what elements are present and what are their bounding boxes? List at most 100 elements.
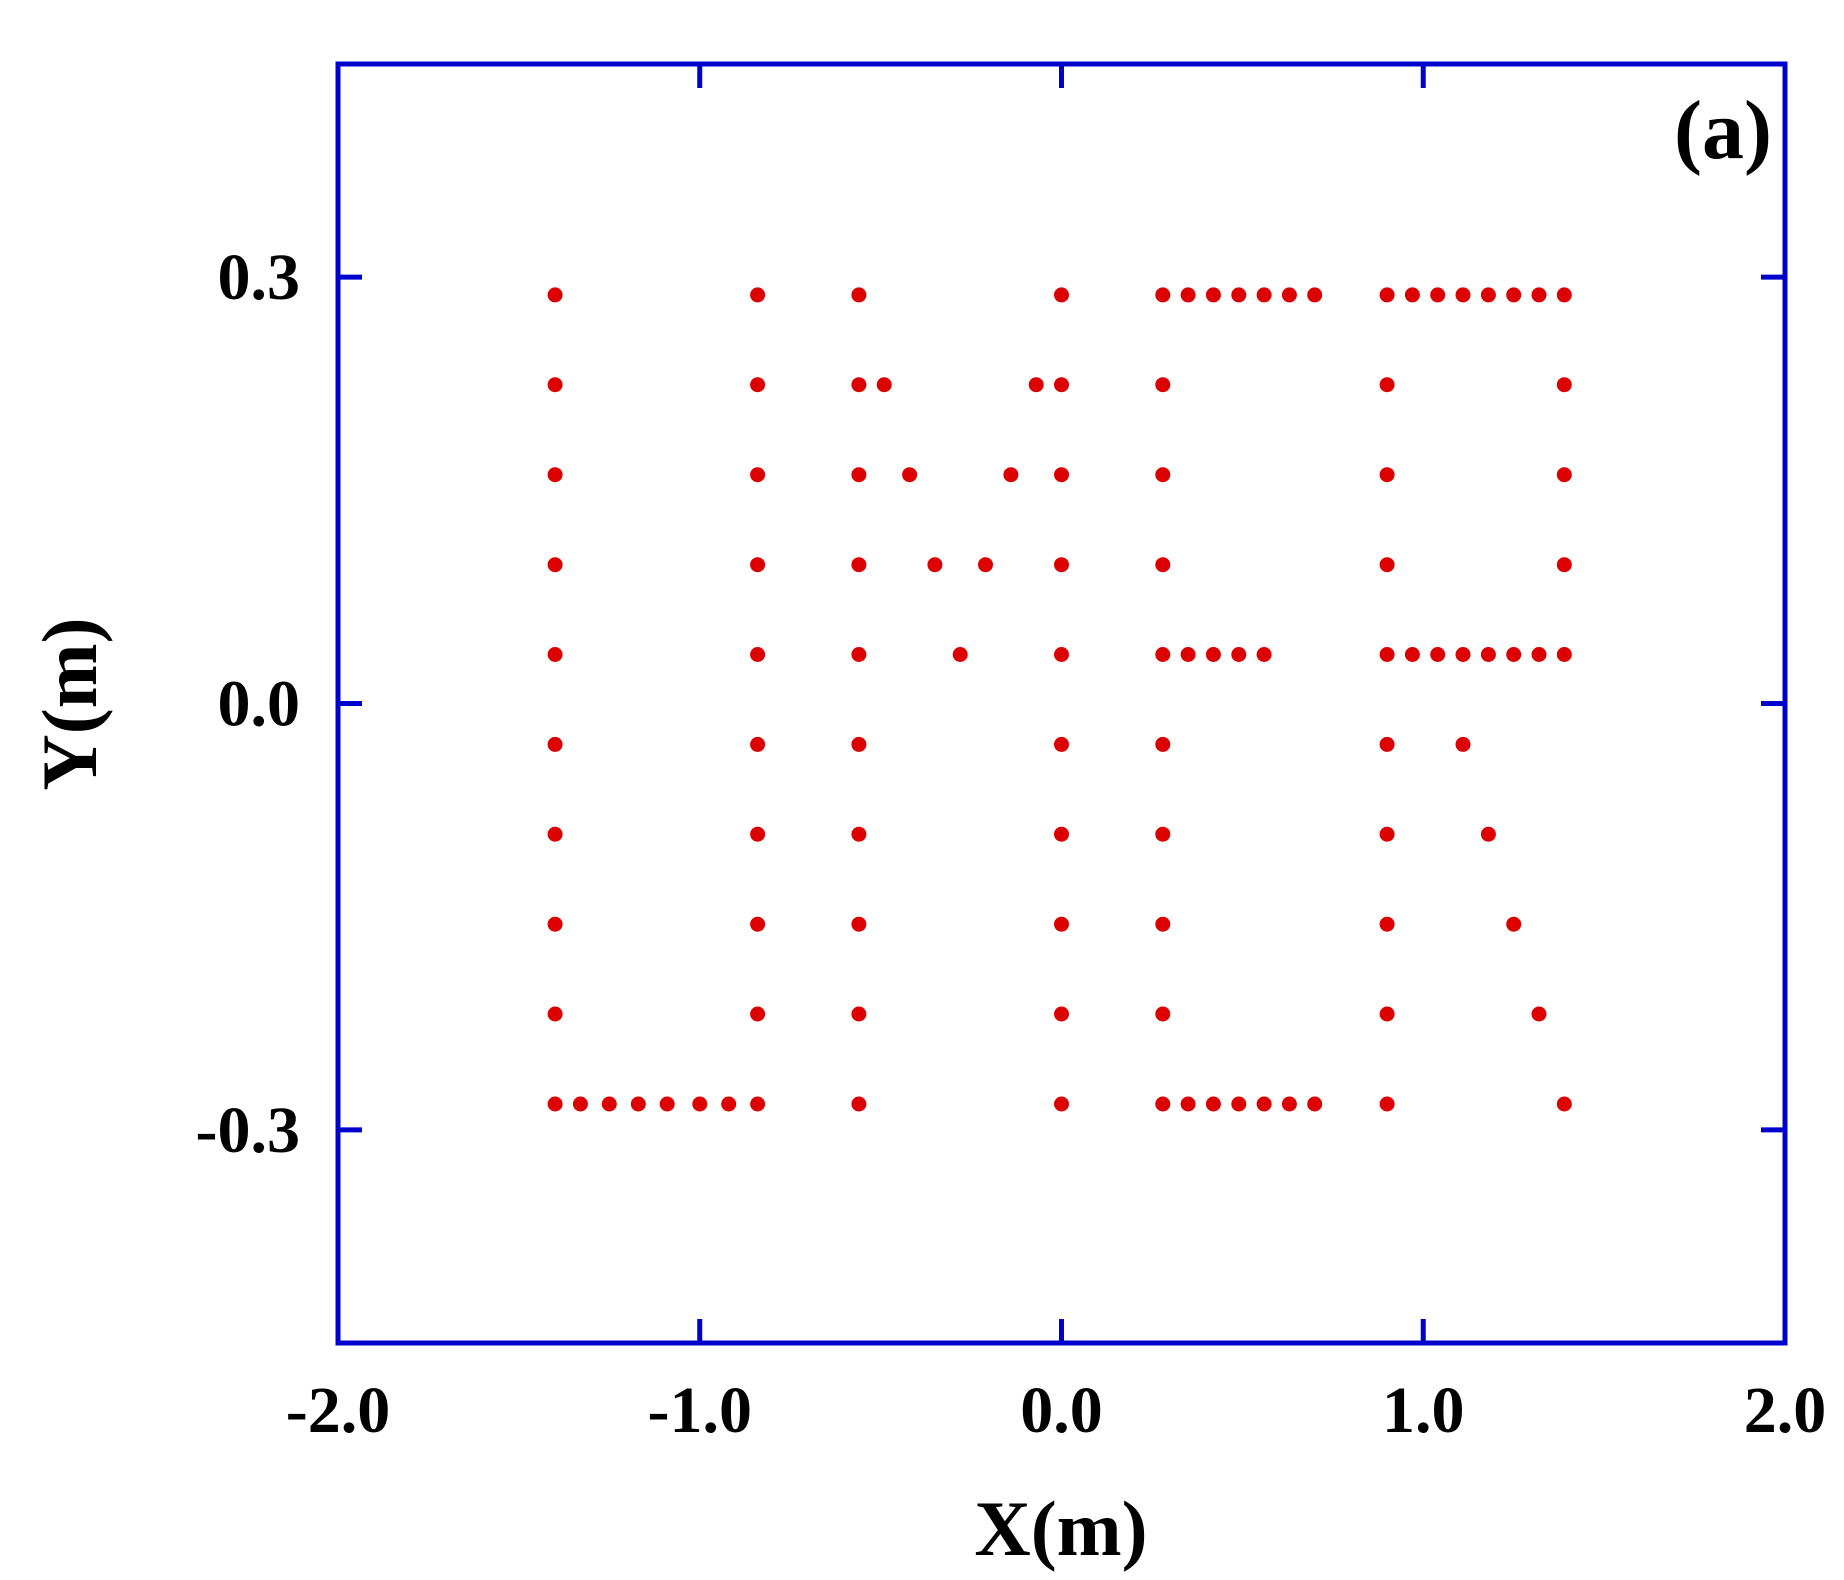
data-point	[851, 916, 867, 932]
data-point	[1231, 647, 1247, 662]
data-point	[547, 1006, 563, 1022]
y-axis-label: Y(m)	[26, 617, 113, 790]
data-point	[1231, 1096, 1247, 1112]
data-point	[1379, 647, 1395, 662]
plot-frame	[335, 61, 1788, 1346]
data-point	[851, 377, 867, 393]
x-tick-label: 2.0	[1744, 1374, 1827, 1447]
data-point	[1003, 467, 1019, 483]
data-point	[1307, 287, 1323, 303]
data-point	[1556, 287, 1572, 303]
data-point	[1180, 1096, 1196, 1112]
data-point	[1506, 647, 1522, 662]
tick-labels: -2.0 -1.0 0.0 1.0 2.0 -0.3 0.0 0.3	[196, 241, 1827, 1447]
data-point	[547, 916, 563, 932]
data-point	[1054, 1096, 1069, 1112]
x-tick-label: -2.0	[286, 1374, 390, 1447]
data-point	[547, 377, 563, 393]
data-point	[902, 467, 918, 483]
data-points	[547, 287, 1572, 1112]
data-point	[1404, 287, 1420, 303]
data-point	[547, 557, 563, 573]
data-point	[1054, 557, 1069, 573]
data-point	[1205, 1096, 1221, 1112]
data-point	[1256, 647, 1272, 662]
data-point	[851, 1096, 867, 1112]
data-point	[750, 377, 766, 393]
data-point	[851, 557, 867, 573]
data-point	[1054, 467, 1069, 483]
data-point	[1155, 1096, 1171, 1112]
data-point	[1281, 1096, 1297, 1112]
data-point	[1054, 916, 1069, 932]
data-point	[851, 736, 867, 752]
data-point	[1054, 377, 1069, 393]
data-point	[1155, 287, 1171, 303]
data-point	[1180, 287, 1196, 303]
data-point	[1531, 1006, 1547, 1022]
data-point	[601, 1096, 617, 1112]
data-point	[1155, 377, 1171, 393]
data-point	[750, 736, 766, 752]
data-point	[1307, 1096, 1323, 1112]
data-point	[1455, 647, 1471, 662]
data-point	[547, 826, 563, 842]
data-point	[1379, 467, 1395, 483]
data-point	[876, 377, 892, 393]
x-tick-label: 1.0	[1382, 1374, 1465, 1447]
data-point	[978, 557, 993, 573]
data-point	[1281, 287, 1297, 303]
data-point	[1054, 287, 1069, 303]
data-point	[547, 287, 563, 303]
data-point	[1480, 287, 1496, 303]
data-point	[1205, 647, 1221, 662]
data-point	[547, 1096, 563, 1112]
x-axis-label: X(m)	[974, 1485, 1147, 1572]
data-point	[1531, 647, 1547, 662]
data-point	[1054, 647, 1069, 662]
data-point	[1430, 287, 1446, 303]
data-point	[750, 467, 766, 483]
data-point	[1256, 287, 1272, 303]
data-point	[547, 467, 563, 483]
y-tick-label: 0.0	[218, 668, 301, 741]
data-point	[1379, 557, 1395, 573]
data-point	[1556, 647, 1572, 662]
data-point	[750, 916, 766, 932]
data-point	[1155, 916, 1171, 932]
data-point	[1556, 467, 1572, 483]
data-point	[1379, 736, 1395, 752]
y-tick-label: 0.3	[218, 241, 301, 314]
data-point	[1054, 826, 1069, 842]
data-point	[927, 557, 943, 573]
data-point	[1155, 467, 1171, 483]
data-point	[1155, 826, 1171, 842]
data-point	[1506, 287, 1522, 303]
data-point	[750, 826, 766, 842]
data-point	[1155, 647, 1171, 662]
data-point	[1028, 377, 1044, 393]
data-point	[721, 1096, 737, 1112]
data-point	[1556, 1096, 1572, 1112]
data-point	[1180, 647, 1196, 662]
data-point	[1506, 916, 1522, 932]
data-point	[1556, 557, 1572, 573]
data-point	[1379, 287, 1395, 303]
data-point	[1155, 736, 1171, 752]
data-point	[692, 1096, 708, 1112]
data-point	[1379, 916, 1395, 932]
data-point	[750, 557, 766, 573]
data-point	[547, 736, 563, 752]
data-point	[1231, 287, 1247, 303]
data-point	[1054, 736, 1069, 752]
data-point	[572, 1096, 588, 1112]
data-point	[1256, 1096, 1272, 1112]
data-point	[1404, 647, 1420, 662]
data-point	[750, 287, 766, 303]
data-point	[1205, 287, 1221, 303]
panel-label: (a)	[1674, 84, 1772, 177]
data-point	[659, 1096, 675, 1112]
data-point	[851, 467, 867, 483]
data-point	[750, 1006, 766, 1022]
axis-ticks	[338, 64, 1785, 1343]
